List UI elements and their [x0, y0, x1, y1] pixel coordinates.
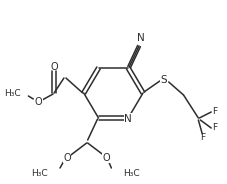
Text: O: O: [102, 153, 110, 163]
Text: O: O: [50, 62, 58, 72]
Text: H₃C: H₃C: [4, 89, 20, 98]
Text: O: O: [34, 97, 42, 107]
Text: N: N: [137, 33, 144, 43]
Text: F: F: [212, 107, 217, 116]
Text: O: O: [63, 153, 70, 163]
Text: S: S: [160, 75, 166, 85]
Text: H₃C: H₃C: [31, 169, 48, 178]
Text: N: N: [124, 114, 131, 124]
Text: H₃C: H₃C: [123, 169, 139, 178]
Text: F: F: [212, 123, 217, 132]
Text: F: F: [199, 134, 204, 142]
